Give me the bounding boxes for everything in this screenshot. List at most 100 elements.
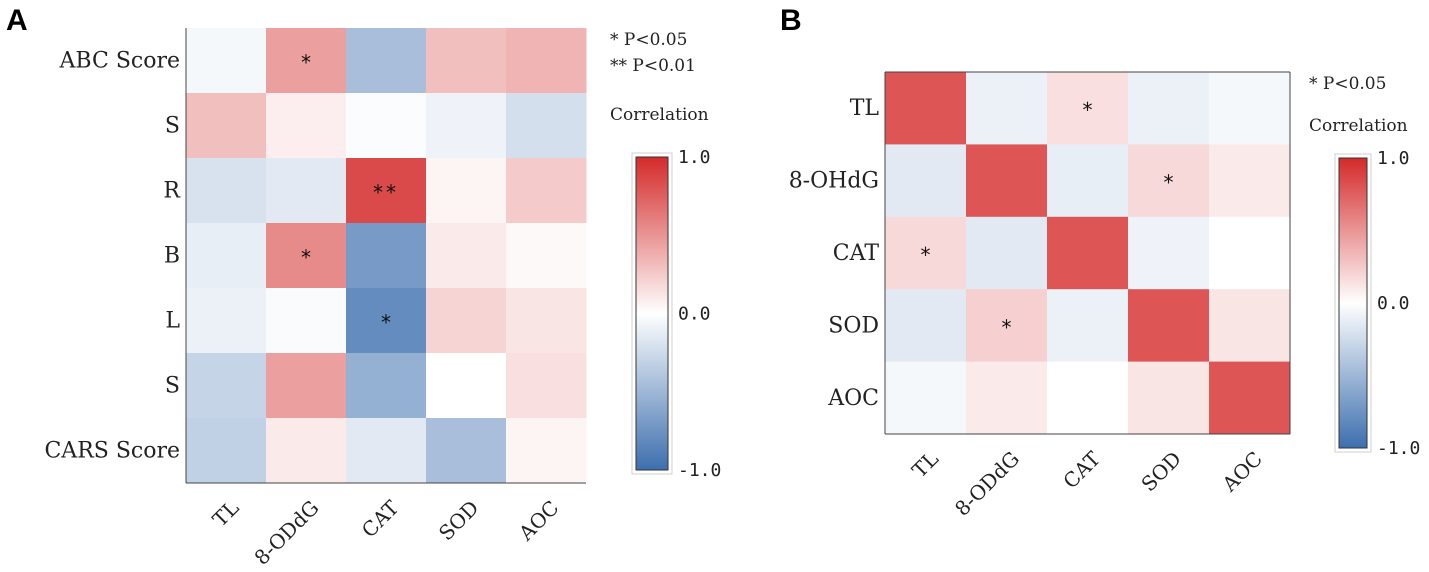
- heatmap-cell: [506, 93, 587, 159]
- heatmap-cell: [186, 353, 267, 419]
- colorbar-tick-label: 1.0: [678, 147, 711, 168]
- heatmap-cell: [346, 288, 427, 354]
- heatmap-cell: [506, 288, 587, 354]
- significance-marker: *: [1083, 98, 1093, 122]
- panel-label: A: [6, 4, 28, 37]
- heatmap-cell: [1209, 72, 1291, 145]
- col-label-tl: TL: [907, 447, 943, 483]
- row-label-cat: CAT: [833, 241, 880, 266]
- heatmap-cell: [266, 28, 347, 94]
- row-label-aoc: AOC: [827, 386, 879, 411]
- heatmap-cell: [346, 93, 427, 159]
- heatmap-cell: [1209, 361, 1291, 435]
- heatmap-cell: [186, 418, 267, 484]
- row-label-tl: TL: [850, 96, 880, 121]
- row-label-cars-score: CARS Score: [44, 439, 180, 464]
- heatmap-cell: [346, 418, 427, 484]
- heatmap-cell: [506, 418, 587, 484]
- heatmap-cell: [266, 223, 347, 289]
- colorbar-tick-label: -1.0: [678, 460, 721, 481]
- heatmap-cell: [506, 353, 587, 419]
- heatmap-cell: [1047, 289, 1129, 363]
- heatmap-cell: [426, 288, 507, 354]
- heatmap-cell: [1047, 216, 1129, 290]
- heatmap-cell: [426, 28, 507, 94]
- col-label-cat: CAT: [1058, 446, 1105, 493]
- heatmap-cell: [885, 361, 967, 435]
- significance-marker: **: [373, 181, 399, 205]
- heatmap-cell: [186, 158, 267, 224]
- heatmap-cell: [1047, 72, 1129, 145]
- heatmap-cell: [266, 418, 347, 484]
- significance-note: * P<0.05: [1309, 74, 1386, 94]
- heatmap-cell: [186, 93, 267, 159]
- heatmap-cell: [885, 72, 967, 145]
- heatmap-cell: [186, 288, 267, 354]
- col-label-aoc: AOC: [513, 496, 563, 546]
- heatmap-cell: [346, 223, 427, 289]
- colorbar-tick-label: 0.0: [1377, 293, 1410, 314]
- heatmap-cell: [506, 28, 587, 94]
- heatmap-cell: [1128, 216, 1210, 290]
- col-label-tl: TL: [208, 496, 244, 532]
- row-label-s: S: [165, 374, 180, 399]
- colorbar-title: Correlation: [1309, 116, 1408, 136]
- significance-marker: *: [921, 243, 931, 267]
- heatmap-cell: [426, 158, 507, 224]
- heatmap-cell: [1209, 144, 1291, 218]
- col-label-sod: SOD: [434, 496, 484, 546]
- heatmap-cell: [426, 418, 507, 484]
- colorbar: [1338, 157, 1368, 449]
- heatmap-cell: [266, 353, 347, 419]
- row-label-b: B: [164, 244, 180, 269]
- heatmap-cell: [1128, 361, 1210, 435]
- col-label-cat: CAT: [357, 495, 404, 542]
- heatmap-cell: [1047, 144, 1129, 218]
- colorbar-title: Correlation: [610, 105, 709, 125]
- heatmap-cell: [966, 216, 1048, 290]
- heatmap-cell: [1128, 72, 1210, 145]
- heatmap-cell: [266, 158, 347, 224]
- col-label-sod: SOD: [1136, 447, 1186, 497]
- heatmap-cell: [966, 289, 1048, 363]
- significance-note: ** P<0.01: [610, 56, 696, 76]
- heatmap-cell: [885, 289, 967, 363]
- row-label-8-ohdg: 8-OHdG: [789, 169, 879, 194]
- col-label-aoc: AOC: [1217, 447, 1267, 497]
- colorbar-tick-label: 1.0: [1377, 148, 1410, 169]
- heatmap-cell: [506, 158, 587, 224]
- heatmap-cell: [966, 361, 1048, 435]
- heatmap-cell: [1047, 361, 1129, 435]
- col-label-8-oddg: 8-ODdG: [950, 447, 1024, 521]
- heatmap-cell: [1128, 144, 1210, 218]
- colorbar: [635, 156, 669, 471]
- heatmap-cell: [346, 28, 427, 94]
- significance-marker: *: [301, 51, 311, 75]
- significance-marker: *: [1002, 315, 1012, 339]
- row-label-abc-score: ABC Score: [59, 49, 180, 74]
- heatmap-cell: [1128, 289, 1210, 363]
- panel-label: B: [780, 4, 802, 37]
- significance-marker: *: [301, 246, 311, 270]
- heatmap-cell: [346, 353, 427, 419]
- heatmap-cell: [426, 223, 507, 289]
- heatmap-cell: [266, 288, 347, 354]
- heatmap-cell: [346, 158, 427, 224]
- heatmap-cell: [966, 144, 1048, 218]
- significance-marker: *: [1164, 171, 1174, 195]
- heatmap-cell: [966, 72, 1048, 145]
- significance-note: * P<0.05: [610, 30, 687, 50]
- heatmap-cell: [1209, 216, 1291, 290]
- heatmap-cell: [186, 223, 267, 289]
- col-label-8-oddg: 8-ODdG: [249, 496, 323, 570]
- heatmap-cell: [885, 216, 967, 290]
- heatmap-cell: [426, 93, 507, 159]
- heatmap-cell: [885, 144, 967, 218]
- colorbar-tick-label: 0.0: [678, 304, 711, 325]
- row-label-s: S: [165, 114, 180, 139]
- heatmap-cell: [266, 93, 347, 159]
- row-label-l: L: [165, 309, 180, 334]
